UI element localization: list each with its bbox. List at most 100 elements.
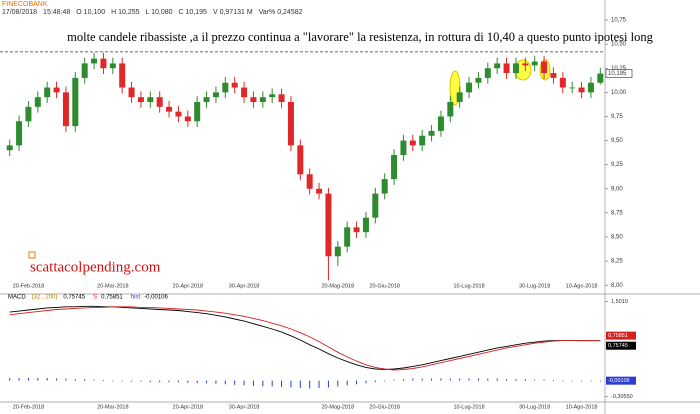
histogram-bar <box>590 380 592 382</box>
candle-body <box>503 63 510 74</box>
last-price-label: 10,195 <box>608 71 627 77</box>
y-tick-label: 8,75 <box>611 210 623 216</box>
histogram-bar <box>84 379 86 381</box>
x-tick-label: 30-Lug-2018 <box>519 283 550 289</box>
candle-body <box>194 102 201 122</box>
histogram-bar <box>252 380 254 386</box>
x-tick-label: 20-Apr-2018 <box>173 283 204 289</box>
candle-body <box>278 94 285 102</box>
y-tick-label: 8,25 <box>611 259 623 265</box>
x-tick-label: 30-Apr-2018 <box>229 404 260 410</box>
x-tick-label: 10-Ago-2018 <box>566 404 598 410</box>
candle-body <box>316 188 323 194</box>
candle-body <box>494 63 501 69</box>
info-text: C 10,195 <box>179 9 208 16</box>
candle-body <box>391 155 398 180</box>
candle-body <box>269 94 276 98</box>
histogram-bar <box>365 380 367 384</box>
histogram-bar <box>140 380 142 382</box>
histogram-bar <box>402 379 404 381</box>
histogram-bar <box>187 380 189 383</box>
candle-body <box>353 227 360 233</box>
series-name: hist <box>131 295 141 301</box>
histogram-bar <box>552 380 554 381</box>
candle-body <box>541 61 548 74</box>
y-tick-label: 10,00 <box>611 90 627 96</box>
last-value-box <box>606 341 636 350</box>
candle-body <box>53 87 60 93</box>
last-value-label: -0,00106 <box>608 378 630 384</box>
info-text: Var% 0,24582 <box>259 9 303 16</box>
y-tick-label: 10,25 <box>611 66 627 72</box>
histogram-bar <box>440 378 442 381</box>
histogram-bar <box>449 378 451 381</box>
histogram-bar <box>290 380 292 388</box>
candle-body <box>128 87 135 98</box>
y-tick-label: 10,75 <box>611 18 627 24</box>
candle-body <box>466 82 473 93</box>
histogram-bar <box>318 380 320 388</box>
histogram-bar <box>487 378 489 381</box>
candle-body <box>437 116 444 131</box>
histogram-bar <box>215 380 217 384</box>
histogram-bar <box>177 380 179 383</box>
candle-body <box>550 73 557 78</box>
candle-body <box>212 92 219 98</box>
x-tick-label: 20-Mar-2018 <box>97 283 129 289</box>
last-price-box <box>605 69 633 78</box>
x-tick-label: 20-Feb-2018 <box>13 283 45 289</box>
candle-body <box>419 135 426 146</box>
histogram-bar <box>459 378 461 381</box>
y-tick-label: 9,50 <box>611 138 623 144</box>
x-tick-label: 20-Mar-2018 <box>97 404 129 410</box>
histogram-bar <box>112 380 114 382</box>
histogram-bar <box>37 377 39 381</box>
candle-body <box>34 97 41 107</box>
candle-body <box>250 97 257 102</box>
candle-body <box>91 58 98 64</box>
candle-body <box>409 140 416 146</box>
candle-body <box>456 92 463 102</box>
x-tick-label: 30-Lug-2018 <box>519 404 550 410</box>
candle-body <box>400 140 407 156</box>
x-tick-label: 30-Apr-2018 <box>229 283 260 289</box>
histogram-bar <box>299 380 301 388</box>
histogram-bar <box>599 380 601 382</box>
histogram-bar <box>46 377 48 381</box>
candle-body <box>241 87 248 98</box>
y-tick-label: 9,25 <box>611 162 623 168</box>
candle-body <box>259 97 266 102</box>
histogram-bar <box>27 377 29 381</box>
candle-body <box>381 179 388 194</box>
histogram-bar <box>327 380 329 388</box>
histogram-bar <box>74 379 76 381</box>
histogram-bar <box>281 380 283 387</box>
candle-body <box>578 87 585 93</box>
info-text: O 10,100 <box>76 9 105 16</box>
x-tick-label: 10-Lug-2018 <box>453 283 484 289</box>
candle-body <box>559 77 566 88</box>
candle-body <box>166 106 173 112</box>
histogram-bar <box>168 380 170 383</box>
candle-body <box>44 87 51 98</box>
histogram-bar <box>412 378 414 381</box>
histogram-bar <box>309 380 311 389</box>
series-name: S <box>93 295 97 301</box>
info-text: 15:48:48 <box>43 9 70 16</box>
candle-body <box>203 97 210 102</box>
histogram-bar <box>149 380 151 383</box>
candle-body <box>137 97 144 102</box>
y-tick-label: 10,50 <box>611 42 627 48</box>
candle-body <box>81 63 88 78</box>
candle-body <box>344 227 351 247</box>
x-tick-label: 20-Giu-2018 <box>369 404 400 410</box>
candle-body <box>156 97 163 107</box>
candle-body <box>62 92 69 127</box>
macd-params: (32 , 200) <box>32 295 58 301</box>
candle-body <box>325 193 332 257</box>
x-tick-label: 10-Ago-2018 <box>566 283 598 289</box>
watermark: scattacolpending.com <box>30 259 161 275</box>
histogram-bar <box>243 380 245 386</box>
